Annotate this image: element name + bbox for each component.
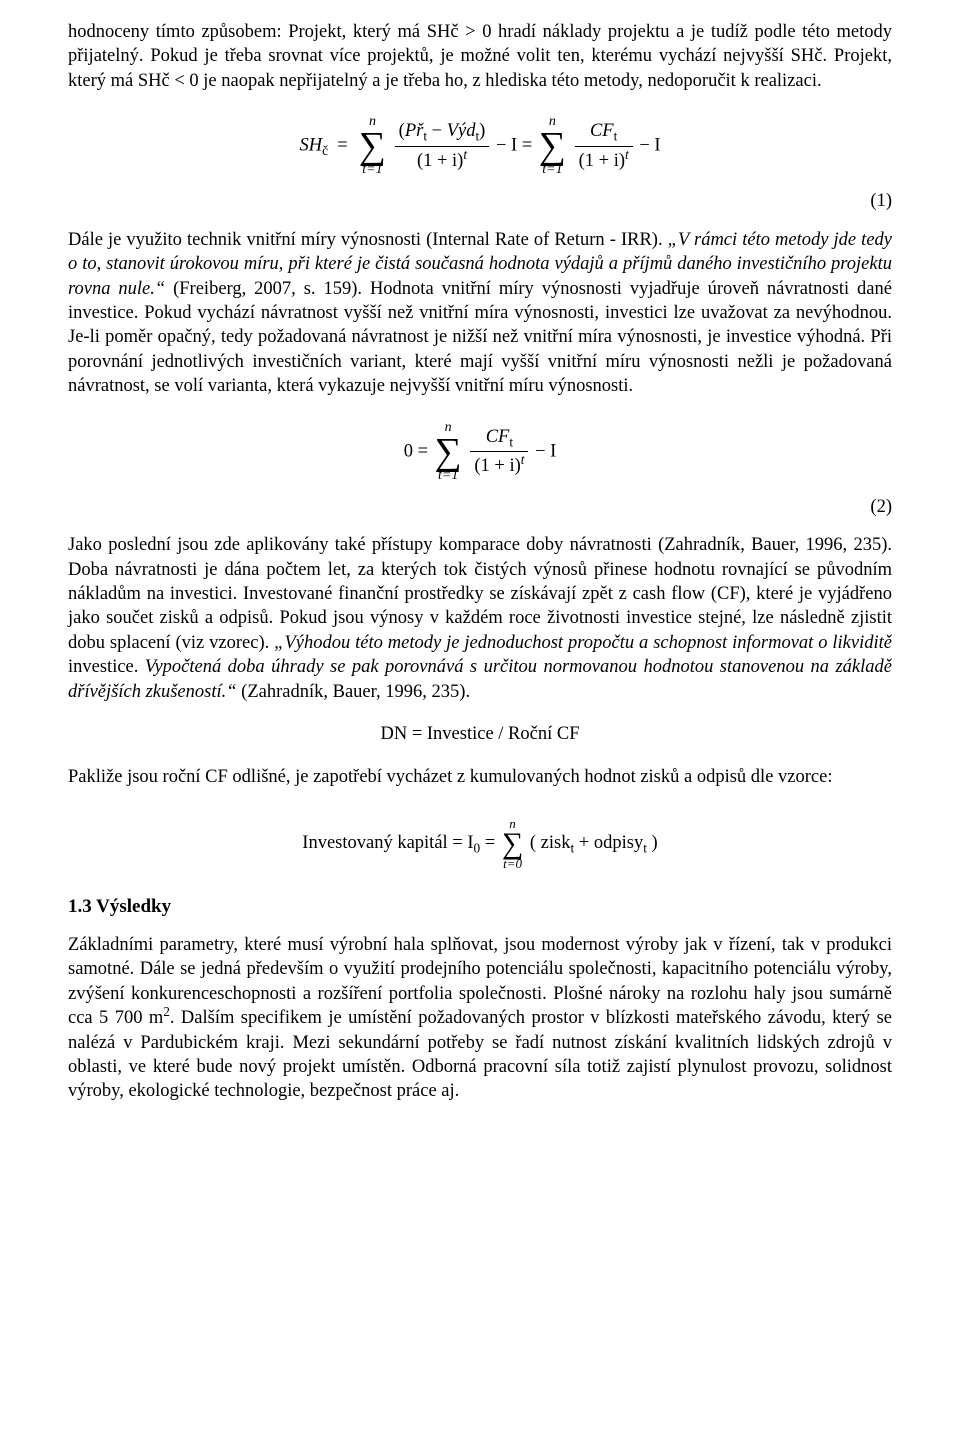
eq1-vyd: Výd [447,121,476,141]
eq2-tail: − I [535,441,556,461]
para2-c: (Freiberg, 2007, s. 159). Hodnota vnitřn… [68,279,892,397]
para3-quote1: „Výhodou této metody je jednoduchost pro… [274,633,892,653]
paragraph-payback: Jako poslední jsou zde aplikovány také p… [68,533,892,704]
page: hodnoceny tímto způsobem: Projekt, který… [0,0,960,1148]
eq1-sigma-1: n ∑ t=1 [359,115,386,177]
eq1-frac1: (Přt − Výdt) (1 + i)t [395,119,490,173]
paragraph-irr: Dále je využito technik vnitřní míry výn… [68,228,892,399]
eq1-frac2-den: (1 + i)t [575,147,633,173]
eq2-den-base: (1 + i) [474,456,520,476]
eq1-sigma2-bot: t=1 [539,163,566,177]
eq1-sigma-2: n ∑ t=1 [539,115,566,177]
eq3-body-b: + odpisy [574,833,643,853]
eq1-pr: Př [405,121,424,141]
equation-3: Investovaný kapitál = I0 = n ∑ t=0 ( zis… [68,817,892,870]
eq2-sigma: n ∑ t=1 [435,421,462,483]
paragraph-results: Základními parametry, které musí výrobní… [68,933,892,1104]
sigma-glyph-3: ∑ [435,435,462,469]
eq3-body-c: ) [647,833,658,853]
section-heading: 1.3 Výsledky [68,894,892,919]
eq2-frac: CFt (1 + i)t [470,425,528,479]
eq2-cf: CF [486,427,510,447]
eq2-sigma-bot: t=1 [435,469,462,483]
eq3-sigma: n ∑ t=0 [502,817,523,870]
eq1-frac1-num: (Přt − Výdt) [395,119,490,146]
para3-quote2: Vypočtená doba úhrady se pak porovnává s… [68,657,892,701]
eq1-den1-sup: t [463,147,467,162]
eq1-den2: (1 + i) [579,151,625,171]
sigma-glyph: ∑ [359,129,386,163]
eq2-den-sup: t [521,452,525,467]
eq3-sigma-bot: t=0 [502,857,523,870]
eq1-frac2-num: CFt [575,119,633,146]
para5-b: . Dalším specifikem je umístění požadova… [68,1008,892,1101]
eq2-label: (2) [68,495,892,519]
eq1-var: SH [299,136,322,156]
eq1-tail: − I [639,136,660,156]
sigma-glyph-4: ∑ [502,830,523,857]
eq2-cf-sub: t [509,435,513,450]
eq1-pr-sub: t [423,129,427,144]
eq3-body-a: ( zisk [530,833,571,853]
eq1-label: (1) [68,189,892,213]
eq1-var-sub: č [322,143,328,158]
para3-e: (Zahradník, Bauer, 1996, 235). [237,682,471,702]
eq1-frac2: CFt (1 + i)t [575,119,633,173]
eq1-frac1-den: (1 + i)t [395,147,490,173]
eq1-den2-sup: t [625,147,629,162]
eq1-cf: CF [590,121,614,141]
eq3-lhs-a: Investovaný kapitál = I [302,833,473,853]
eq1-sigma1-bot: t=1 [359,163,386,177]
eq2-num: CFt [470,425,528,452]
eq3-eq: = [480,833,500,853]
equation-2: 0 = n ∑ t=1 CFt (1 + i)t − I [68,421,892,483]
para3-c: investice. [68,657,145,677]
eq1-cf-sub: t [614,129,618,144]
eq1-vyd-sub: t [475,129,479,144]
eq2-lhs: 0 = [404,441,433,461]
equation-1: SHč = n ∑ t=1 (Přt − Výdt) (1 + i)t − I … [68,115,892,177]
eq1-den1: (1 + i) [417,151,463,171]
para2-a: Dále je využito technik vnitřní míry výn… [68,230,668,250]
eq2-den: (1 + i)t [470,452,528,478]
eq1-mid: − I = [496,136,537,156]
dn-formula: DN = Investice / Roční CF [68,722,892,746]
sigma-glyph-2: ∑ [539,129,566,163]
paragraph-cumulative: Pakliže jsou roční CF odlišné, je zapotř… [68,765,892,789]
para5-sup: 2 [163,1004,170,1019]
paragraph-intro: hodnoceny tímto způsobem: Projekt, který… [68,20,892,93]
